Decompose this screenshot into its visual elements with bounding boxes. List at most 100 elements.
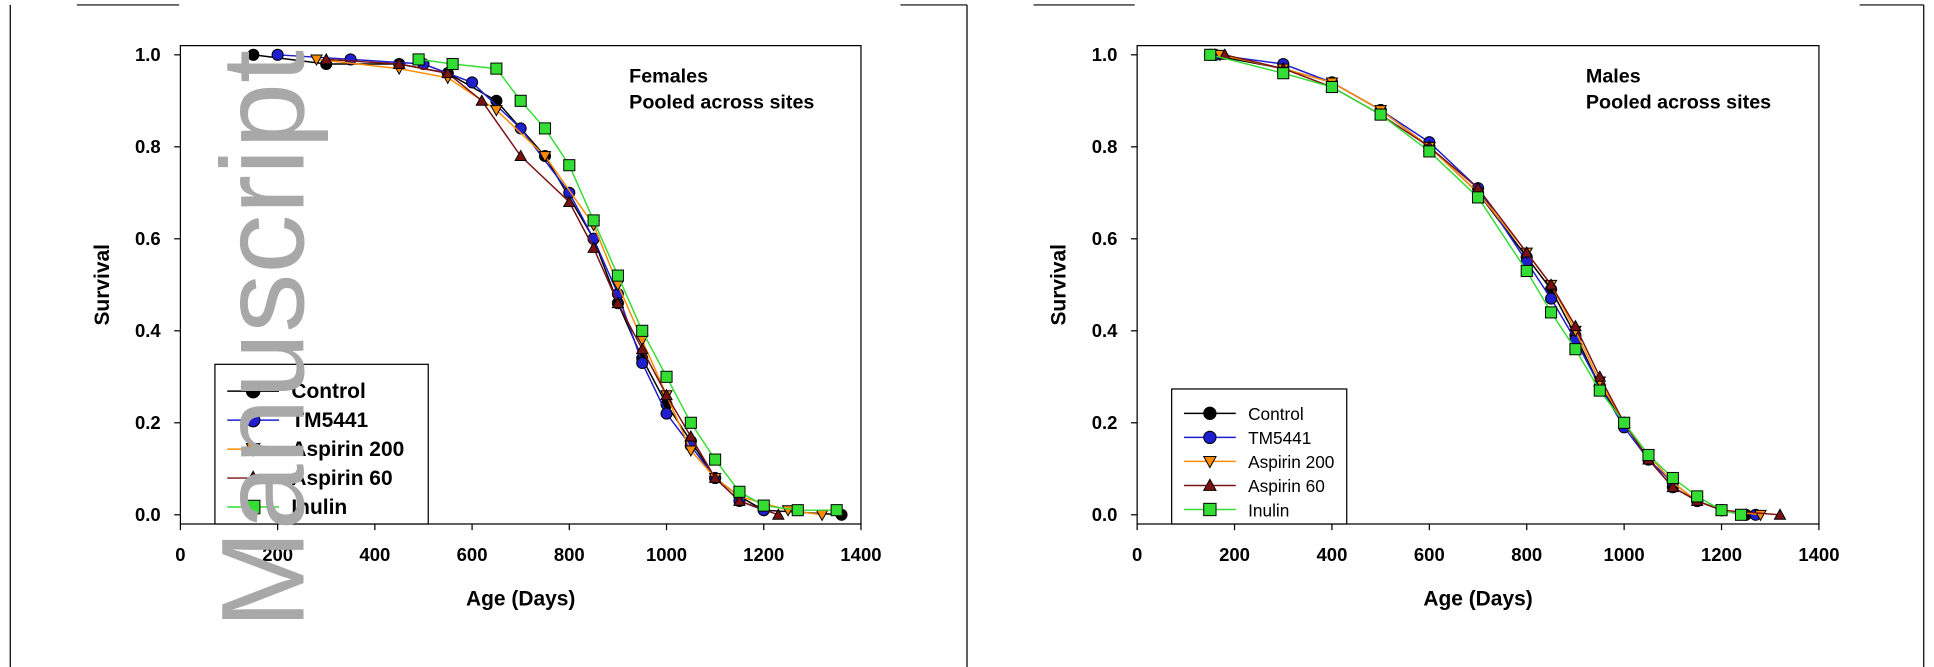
x-tick-label: 200 xyxy=(262,544,293,565)
x-tick-label: 0 xyxy=(1132,544,1142,565)
marker xyxy=(562,195,576,207)
marker xyxy=(815,509,829,522)
marker xyxy=(412,53,425,66)
y-axis-label: Survival xyxy=(91,244,114,325)
marker xyxy=(441,66,455,79)
x-tick-label: 400 xyxy=(1317,544,1348,565)
x-tick-label: 200 xyxy=(1219,544,1250,565)
x-tick-label: 800 xyxy=(554,544,585,565)
marker xyxy=(636,324,649,337)
legend-label: Control xyxy=(1248,404,1304,424)
marker xyxy=(538,122,552,135)
marker xyxy=(830,504,843,517)
marker xyxy=(1666,471,1679,485)
marker xyxy=(660,370,673,383)
marker xyxy=(1203,406,1217,420)
y-tick-label: 0.8 xyxy=(1092,136,1118,157)
marker xyxy=(1569,343,1582,356)
marker xyxy=(587,214,600,227)
y-axis-label: Survival xyxy=(1048,244,1071,325)
marker xyxy=(708,471,722,483)
marker xyxy=(1773,508,1787,520)
marker xyxy=(475,94,489,106)
y-tick-label: 0.6 xyxy=(135,228,161,249)
marker xyxy=(660,407,673,420)
marker xyxy=(791,504,804,517)
legend-box xyxy=(1171,388,1348,525)
annotation: Males xyxy=(1586,66,1641,88)
marker xyxy=(684,430,698,442)
marker xyxy=(771,508,785,520)
legend-label: Inulin xyxy=(291,496,347,519)
marker xyxy=(1520,264,1533,278)
marker xyxy=(245,499,261,515)
y-tick-label: 0.6 xyxy=(1092,228,1118,249)
marker xyxy=(538,151,552,163)
marker xyxy=(1642,448,1655,462)
legend-label: Aspirin 60 xyxy=(291,467,392,490)
y-tick-label: 1.0 xyxy=(1092,44,1118,65)
x-axis-label: Age (Days) xyxy=(466,587,575,610)
marker xyxy=(1204,48,1217,61)
marker xyxy=(271,48,284,61)
plot-area xyxy=(179,45,862,525)
x-axis-label: Age (Days) xyxy=(1423,587,1532,610)
x-tick-label: 1200 xyxy=(743,544,784,565)
marker xyxy=(1545,292,1558,305)
marker xyxy=(684,445,698,457)
watermark: Manuscript xyxy=(198,50,330,629)
series-line xyxy=(1210,54,1742,516)
marker xyxy=(635,342,649,355)
marker xyxy=(684,416,697,429)
y-tick-label: 0.2 xyxy=(135,412,161,433)
marker xyxy=(1618,416,1631,429)
marker xyxy=(245,470,261,484)
marker xyxy=(310,54,323,66)
marker xyxy=(1423,145,1436,158)
x-tick-label: 1200 xyxy=(1701,544,1742,565)
marker xyxy=(1545,306,1558,319)
marker xyxy=(514,149,528,161)
x-tick-label: 1400 xyxy=(840,544,881,565)
marker xyxy=(611,296,625,309)
y-tick-label: 0.0 xyxy=(135,504,161,525)
marker xyxy=(245,443,261,457)
marker xyxy=(1593,370,1607,382)
y-tick-label: 0.0 xyxy=(1092,504,1118,525)
annotation: Pooled across sites xyxy=(1586,91,1771,113)
marker xyxy=(1569,319,1582,332)
marker xyxy=(1666,480,1680,493)
x-tick-label: 400 xyxy=(359,544,390,565)
marker xyxy=(1471,191,1485,204)
marker xyxy=(392,57,406,69)
x-tick-label: 1000 xyxy=(646,544,687,565)
marker xyxy=(733,494,746,506)
x-tick-label: 600 xyxy=(1414,544,1445,565)
marker xyxy=(660,388,673,401)
y-tick-label: 0.2 xyxy=(1092,412,1118,433)
marker xyxy=(1203,430,1217,445)
marker xyxy=(1374,108,1387,121)
y-tick-label: 0.4 xyxy=(135,320,161,341)
legend-label: Inulin xyxy=(1248,500,1289,520)
marker xyxy=(1277,67,1290,80)
legend-label: Control xyxy=(291,380,365,403)
annotation: Females xyxy=(629,66,708,88)
series-line xyxy=(418,58,837,511)
marker xyxy=(733,485,746,498)
x-tick-label: 1400 xyxy=(1798,544,1839,565)
y-tick-label: 0.4 xyxy=(1092,320,1118,341)
marker xyxy=(245,383,261,399)
marker xyxy=(757,499,770,512)
marker xyxy=(490,62,503,75)
marker xyxy=(247,48,260,61)
legend-label: Aspirin 200 xyxy=(1248,452,1334,472)
marker xyxy=(1715,504,1728,517)
legend-label: TM5441 xyxy=(1248,428,1311,448)
marker xyxy=(514,94,527,107)
annotation: Pooled across sites xyxy=(629,91,814,113)
y-tick-label: 1.0 xyxy=(135,44,161,65)
marker xyxy=(563,159,576,172)
plot-area xyxy=(1136,45,1820,525)
marker xyxy=(319,52,333,65)
